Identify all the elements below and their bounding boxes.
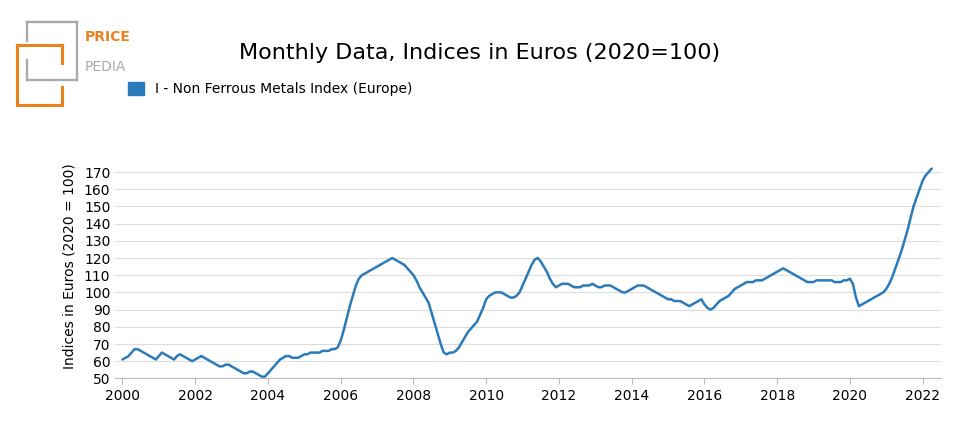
Y-axis label: Indices in Euros (2020 = 100): Indices in Euros (2020 = 100) — [63, 164, 77, 369]
Text: PRICE: PRICE — [84, 30, 131, 44]
Text: Monthly Data, Indices in Euros (2020=100): Monthly Data, Indices in Euros (2020=100… — [239, 43, 721, 63]
Legend: I - Non Ferrous Metals Index (Europe): I - Non Ferrous Metals Index (Europe) — [122, 77, 419, 102]
Text: PEDIA: PEDIA — [84, 60, 126, 74]
